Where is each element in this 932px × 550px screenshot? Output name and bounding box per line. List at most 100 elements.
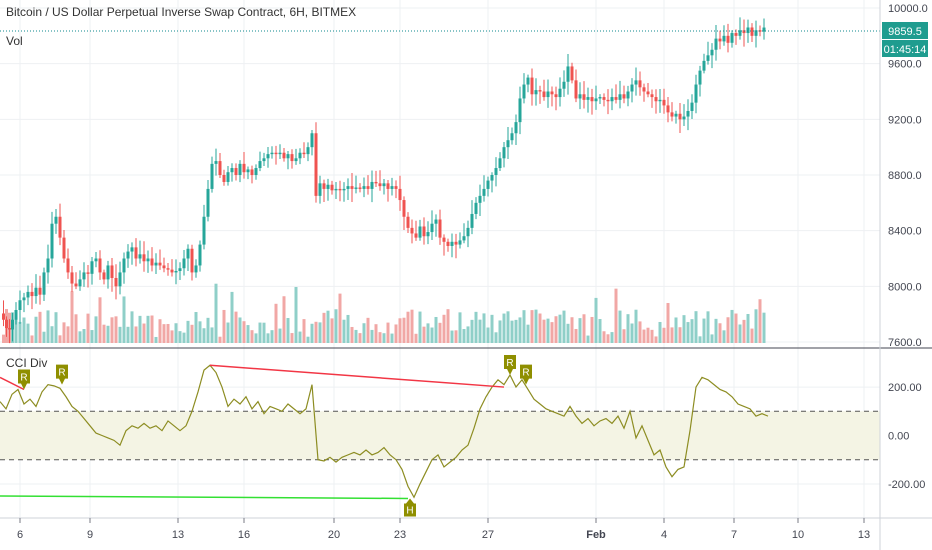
volume-bar: [534, 309, 538, 343]
marker-shape: [520, 364, 532, 385]
volume-bar: [334, 309, 338, 343]
candle-body: [338, 188, 342, 191]
volume-bar: [682, 315, 686, 343]
volume-bar: [130, 311, 134, 343]
candle-body: [34, 287, 38, 297]
candle-body: [374, 181, 378, 184]
marker-shape: [18, 369, 30, 390]
volume-bar: [666, 303, 670, 343]
candle-body: [226, 172, 230, 182]
candle-body: [210, 163, 214, 189]
candle-body: [466, 227, 470, 237]
time-tick-label: 7: [731, 529, 737, 541]
volume-bar: [394, 324, 398, 343]
candle-body: [650, 94, 654, 98]
volume-bar: [190, 324, 194, 343]
volume-bar: [98, 297, 102, 343]
volume-bar: [350, 326, 354, 343]
candle-body: [382, 183, 386, 187]
volume-bar: [446, 309, 450, 343]
volume-bar: [262, 322, 266, 343]
volume-bar: [210, 327, 214, 343]
volume-bar: [686, 322, 690, 343]
candle-body: [366, 186, 370, 189]
time-axis[interactable]: 6 9 13 16 20 23 27 Feb 4 7 10 13: [17, 518, 870, 541]
volume-bar: [678, 327, 682, 343]
candle-body: [250, 169, 254, 175]
candle-body: [82, 272, 86, 280]
time-tick-label: 23: [394, 529, 406, 541]
volume-bar: [286, 318, 290, 343]
volume-bar: [526, 324, 530, 343]
candle-body: [678, 113, 682, 120]
volume-bar: [94, 316, 98, 343]
volume-bar: [722, 330, 726, 343]
candle-body: [570, 66, 574, 81]
volume-bar: [742, 319, 746, 343]
cci-axis[interactable]: 200.00 0.00 -200.00: [888, 382, 925, 491]
volume-bar: [70, 291, 74, 343]
volume-bar: [638, 321, 642, 343]
volume-bar: [206, 317, 210, 343]
volume-bar: [354, 329, 358, 343]
candle-body: [762, 27, 766, 32]
volume-bar: [470, 319, 474, 343]
volume-bar: [634, 309, 638, 343]
candle-body: [258, 161, 262, 169]
candle-body: [346, 186, 350, 189]
volume-bar: [338, 293, 342, 343]
candle-body: [214, 161, 218, 164]
time-tick-label: 27: [482, 529, 494, 541]
candle-body: [706, 55, 710, 61]
bearish-divergence-line: [0, 376, 25, 391]
volume-bar: [698, 336, 702, 343]
volume-bar: [378, 332, 382, 343]
countdown-tag: 01:45:14: [882, 40, 928, 57]
time-tick-label: 13: [858, 529, 870, 541]
candle-body: [98, 258, 102, 273]
volume-bar: [674, 317, 678, 343]
price-axis[interactable]: 10000.0 9600.0 9200.0 8800.0 8400.0 8000.0 760…: [888, 3, 928, 349]
volume-bar: [166, 323, 170, 343]
price-tick-label: 8800.0: [888, 170, 922, 182]
volume-bar: [546, 318, 550, 343]
candle-body: [754, 30, 758, 36]
volume-bar: [622, 329, 626, 343]
time-tick-label: 16: [238, 529, 250, 541]
volume-bar: [58, 335, 62, 343]
volume-bar: [42, 331, 46, 343]
candle-body: [506, 140, 510, 148]
volume-bar: [482, 313, 486, 343]
volume-bar: [150, 315, 154, 343]
candle-body: [350, 186, 354, 189]
candle-body: [418, 226, 422, 238]
volume-bar: [494, 332, 498, 343]
volume-bar: [66, 326, 70, 343]
volume-bar: [278, 328, 282, 343]
candle-body: [342, 188, 346, 191]
volume-bar: [46, 310, 50, 343]
candle-body: [306, 147, 310, 155]
candle-body: [698, 70, 702, 85]
candle-body: [74, 283, 78, 287]
volume-bar: [718, 323, 722, 343]
candle-body: [206, 188, 210, 217]
volume-bar: [474, 311, 478, 343]
volume-bar: [26, 323, 30, 343]
volume-bar: [118, 326, 122, 343]
candle-body: [726, 35, 730, 43]
bearish-marker: R: [504, 354, 516, 375]
candle-body: [462, 236, 466, 241]
marker-label: R: [506, 358, 513, 369]
candle-body: [242, 163, 246, 173]
volume-bar: [358, 333, 362, 343]
candle-body: [546, 91, 550, 98]
candle-body: [170, 269, 174, 273]
volume-bar: [566, 323, 570, 343]
bearish-marker: R: [520, 364, 532, 385]
candle-body: [470, 213, 474, 228]
volume-bar: [590, 316, 594, 343]
candle-body: [134, 247, 138, 259]
candle-body: [14, 309, 18, 320]
